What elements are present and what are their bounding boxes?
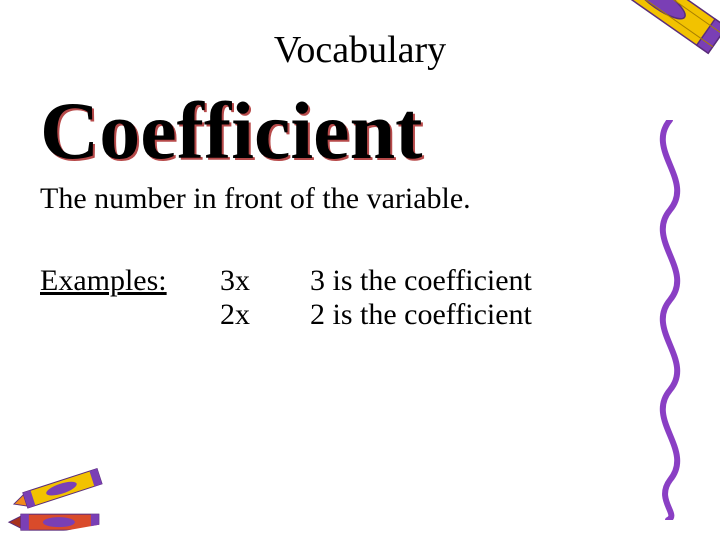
term-definition: The number in front of the variable.	[40, 182, 680, 216]
example-row: Examples: 3x 3 is the coefficient	[40, 264, 680, 298]
crayons-icon	[0, 429, 137, 540]
example-row: 2x 2 is the coefficient	[40, 298, 680, 332]
vocabulary-term: Coefficient	[40, 90, 680, 172]
examples-block: Examples: 3x 3 is the coefficient 2x 2 i…	[40, 264, 680, 332]
slide-heading: Vocabulary	[40, 28, 680, 72]
example-expression: 3x	[220, 264, 280, 298]
example-description: 2 is the coefficient	[310, 298, 680, 332]
example-expression: 2x	[220, 298, 280, 332]
examples-label: Examples:	[40, 264, 190, 298]
examples-label-spacer	[40, 298, 190, 332]
example-description: 3 is the coefficient	[310, 264, 680, 298]
squiggle-icon	[640, 120, 700, 520]
